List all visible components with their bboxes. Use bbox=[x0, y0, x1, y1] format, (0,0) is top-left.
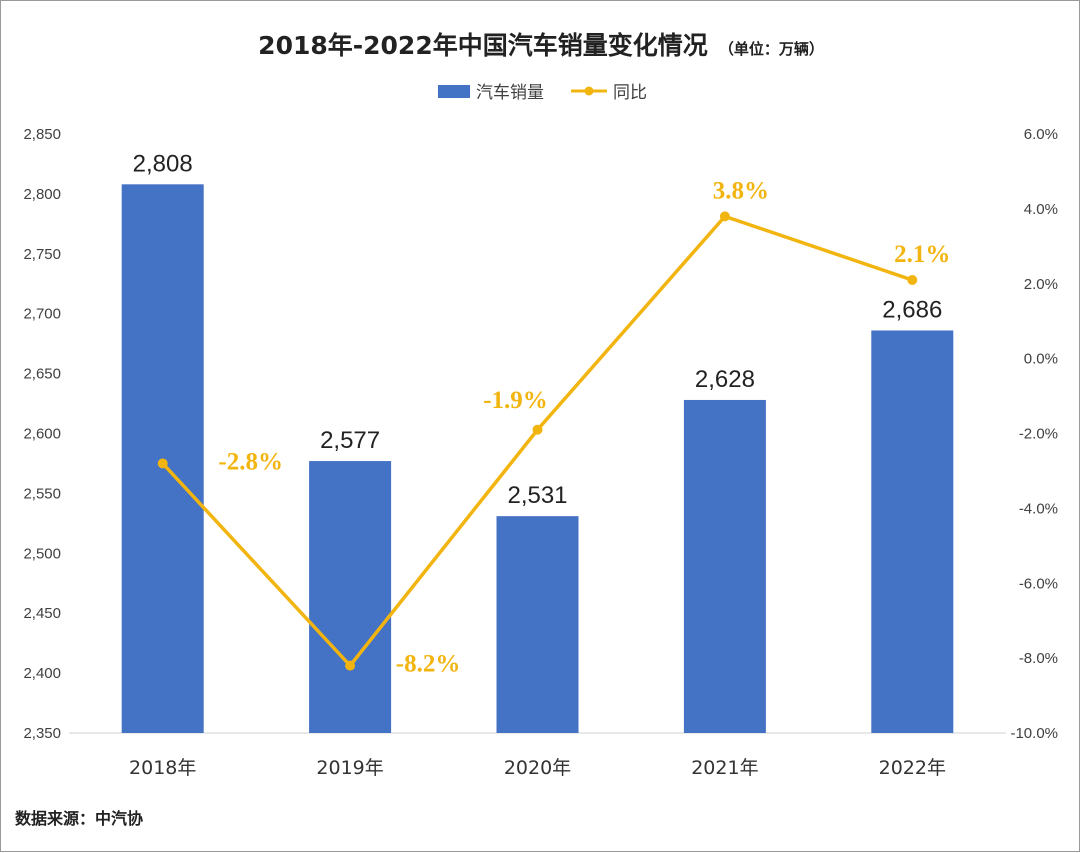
yoy-value-label: -1.9% bbox=[483, 387, 548, 414]
legend-label-sales: 汽车销量 bbox=[476, 83, 544, 103]
yoy-point bbox=[719, 211, 730, 222]
x-tick-label: 2022年 bbox=[879, 757, 946, 779]
legend-label-yoy: 同比 bbox=[613, 83, 647, 103]
bar-value-label: 2,686 bbox=[882, 296, 942, 323]
bar-value-label: 2,808 bbox=[133, 150, 193, 177]
y-left-tick-label: 2,450 bbox=[23, 605, 61, 622]
y-right-tick-label: -2.0% bbox=[1019, 426, 1058, 443]
yoy-value-label: 2.1% bbox=[894, 241, 950, 268]
bar bbox=[683, 399, 766, 733]
y-left-tick-label: 2,350 bbox=[23, 725, 61, 742]
y-left-tick-label: 2,400 bbox=[23, 665, 61, 682]
y-right-tick-label: 2.0% bbox=[1024, 276, 1058, 293]
axes: 2,350 2,400 2,450 2,500 2,550 2,600 2,650 2,700… bbox=[23, 126, 1058, 779]
y-right-tick-label: -10.0% bbox=[1010, 725, 1058, 742]
y-right-tick-label: 0.0% bbox=[1024, 351, 1058, 368]
yoy-point bbox=[157, 458, 168, 469]
y-left-tick-label: 2,850 bbox=[23, 126, 61, 143]
source-note: 数据来源：中汽协 bbox=[15, 809, 143, 828]
y-left-tick-label: 2,600 bbox=[23, 426, 61, 443]
legend: 汽车销量 同比 bbox=[438, 83, 647, 103]
line-series bbox=[157, 211, 918, 671]
y-left-tick-label: 2,750 bbox=[23, 246, 61, 263]
legend-bar-swatch bbox=[438, 85, 470, 98]
bar-value-label: 2,531 bbox=[507, 482, 567, 509]
yoy-point bbox=[907, 275, 918, 286]
y-right-tick-label: -4.0% bbox=[1019, 500, 1058, 517]
chart-title-unit: （单位：万辆） bbox=[719, 40, 824, 58]
x-tick-label: 2021年 bbox=[691, 757, 758, 779]
yoy-point bbox=[532, 424, 543, 435]
yoy-value-label: -8.2% bbox=[396, 651, 461, 678]
bar-value-label: 2,577 bbox=[320, 427, 380, 454]
y-left-tick-label: 2,650 bbox=[23, 366, 61, 383]
y-right-tick-label: 4.0% bbox=[1024, 201, 1058, 218]
yoy-point bbox=[345, 660, 356, 671]
bar bbox=[309, 461, 392, 733]
bar-value-label: 2,628 bbox=[695, 366, 755, 393]
y-right-tick-label: -8.0% bbox=[1019, 650, 1058, 667]
yoy-value-label: 3.8% bbox=[713, 177, 769, 204]
x-tick-label: 2019年 bbox=[316, 757, 383, 779]
y-left-tick-label: 2,500 bbox=[23, 545, 61, 562]
chart-title: 2018年-2022年中国汽车销量变化情况 （单位：万辆） bbox=[258, 31, 824, 60]
y-right-tick-label: -6.0% bbox=[1019, 575, 1058, 592]
data-labels: 2,808 2,577 2,531 2,628 2,686 -2.8% -8.2% -1.9%… bbox=[133, 150, 951, 677]
yoy-value-label: -2.8% bbox=[218, 448, 283, 475]
bar bbox=[871, 330, 954, 733]
bar bbox=[496, 516, 579, 733]
x-tick-label: 2020年 bbox=[504, 757, 571, 779]
y-left-tick-label: 2,700 bbox=[23, 306, 61, 323]
y-left-tick-label: 2,550 bbox=[23, 485, 61, 502]
y-left-tick-label: 2,800 bbox=[23, 186, 61, 203]
chart-title-main: 2018年-2022年中国汽车销量变化情况 bbox=[258, 31, 708, 60]
x-tick-label: 2018年 bbox=[129, 757, 196, 779]
y-right-tick-label: 6.0% bbox=[1024, 126, 1058, 143]
legend-line-marker bbox=[584, 86, 594, 96]
